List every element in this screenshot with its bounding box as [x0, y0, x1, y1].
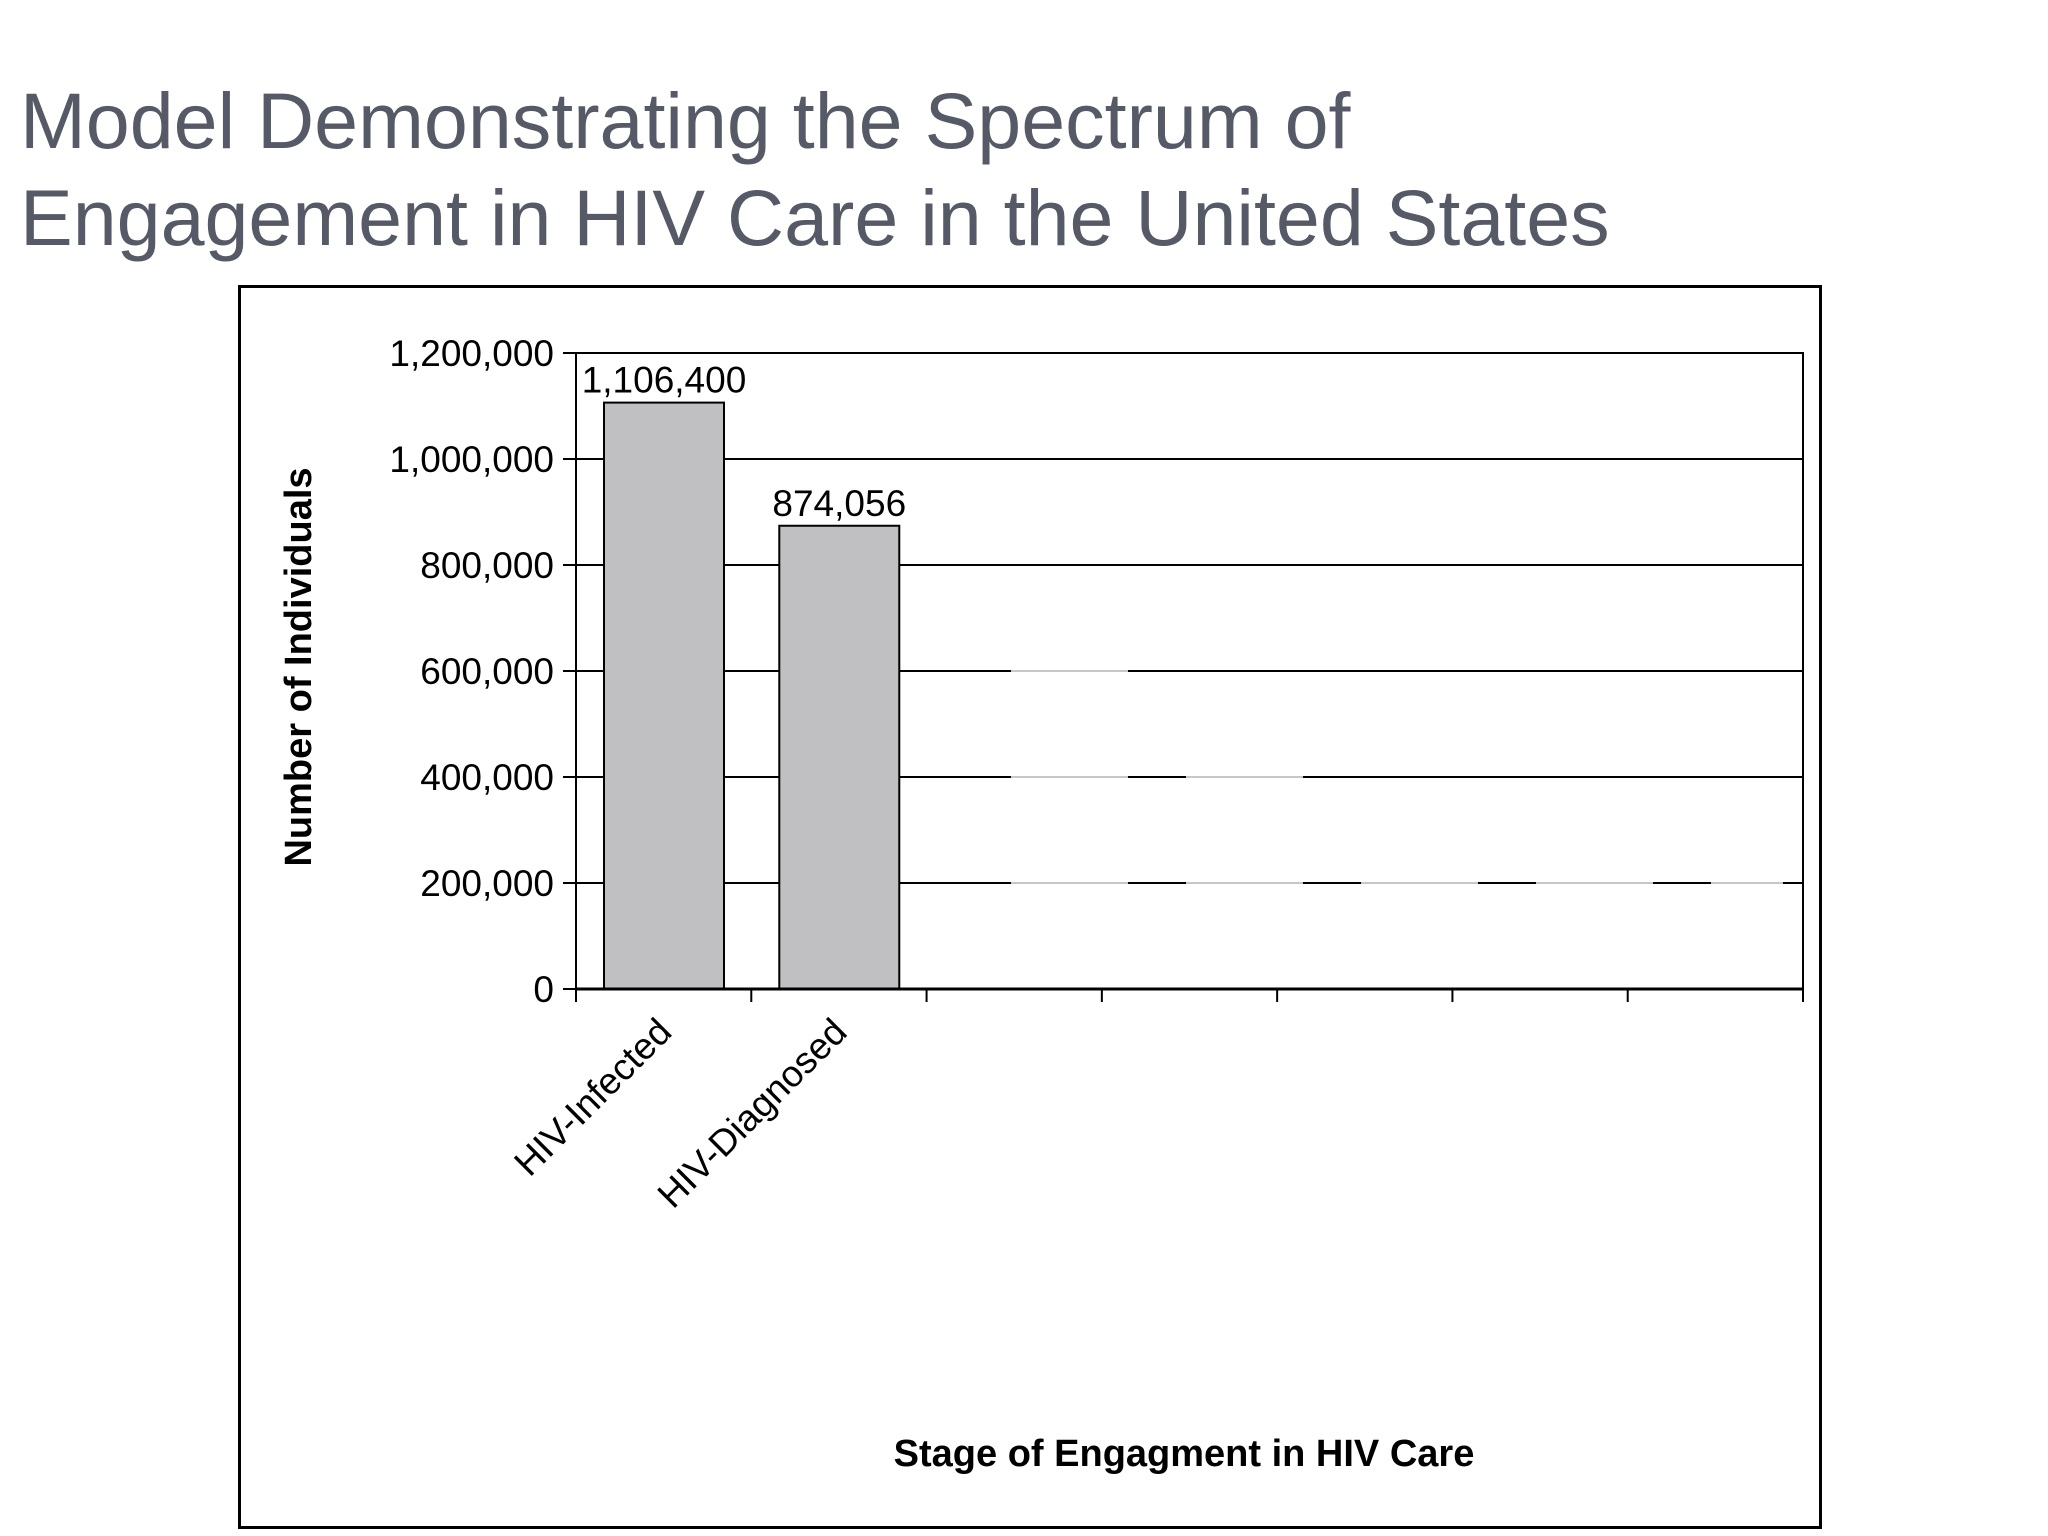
slide-title-line-2: Engagement in HIV Care in the United Sta…	[20, 173, 1610, 262]
data-labels: 1,106,400 874,056	[582, 360, 906, 524]
gridlines	[576, 352, 1803, 884]
y-tick-label: 800,000	[420, 545, 554, 586]
x-tick-label: HIV-Diagnosed	[650, 1011, 855, 1216]
y-tick-label: 1,000,000	[389, 439, 554, 480]
y-tick-labels: 0 200,000 400,000 600,000 800,000 1,000,000 1,…	[389, 333, 554, 1010]
slide-title: Model Demonstrating the Spectrum of Enga…	[20, 72, 1920, 266]
bar-chart: 0 200,000 400,000 600,000 800,000 1,000,000 1,…	[278, 333, 1804, 1475]
y-tick-label: 400,000	[420, 757, 554, 798]
x-tick-label: HIV-Infected	[506, 1011, 679, 1184]
bar	[603, 401, 725, 991]
slide-title-line-1: Model Demonstrating the Spectrum of	[20, 76, 1351, 165]
y-tick-label: 600,000	[420, 651, 554, 692]
data-label: 1,106,400	[582, 360, 747, 401]
y-tick-label: 0	[533, 969, 554, 1010]
y-tick-label: 1,200,000	[389, 333, 554, 374]
y-tick-label: 200,000	[420, 863, 554, 904]
y-axis-title: Number of Individuals	[278, 467, 320, 866]
data-label: 874,056	[772, 483, 906, 524]
x-axis-title: Stage of Engagment in HIV Care	[894, 1433, 1475, 1475]
axes	[563, 352, 1804, 1002]
chart-frame: 0 200,000 400,000 600,000 800,000 1,000,000 1,…	[238, 285, 1822, 1529]
bar	[778, 524, 901, 991]
bars	[603, 401, 901, 991]
